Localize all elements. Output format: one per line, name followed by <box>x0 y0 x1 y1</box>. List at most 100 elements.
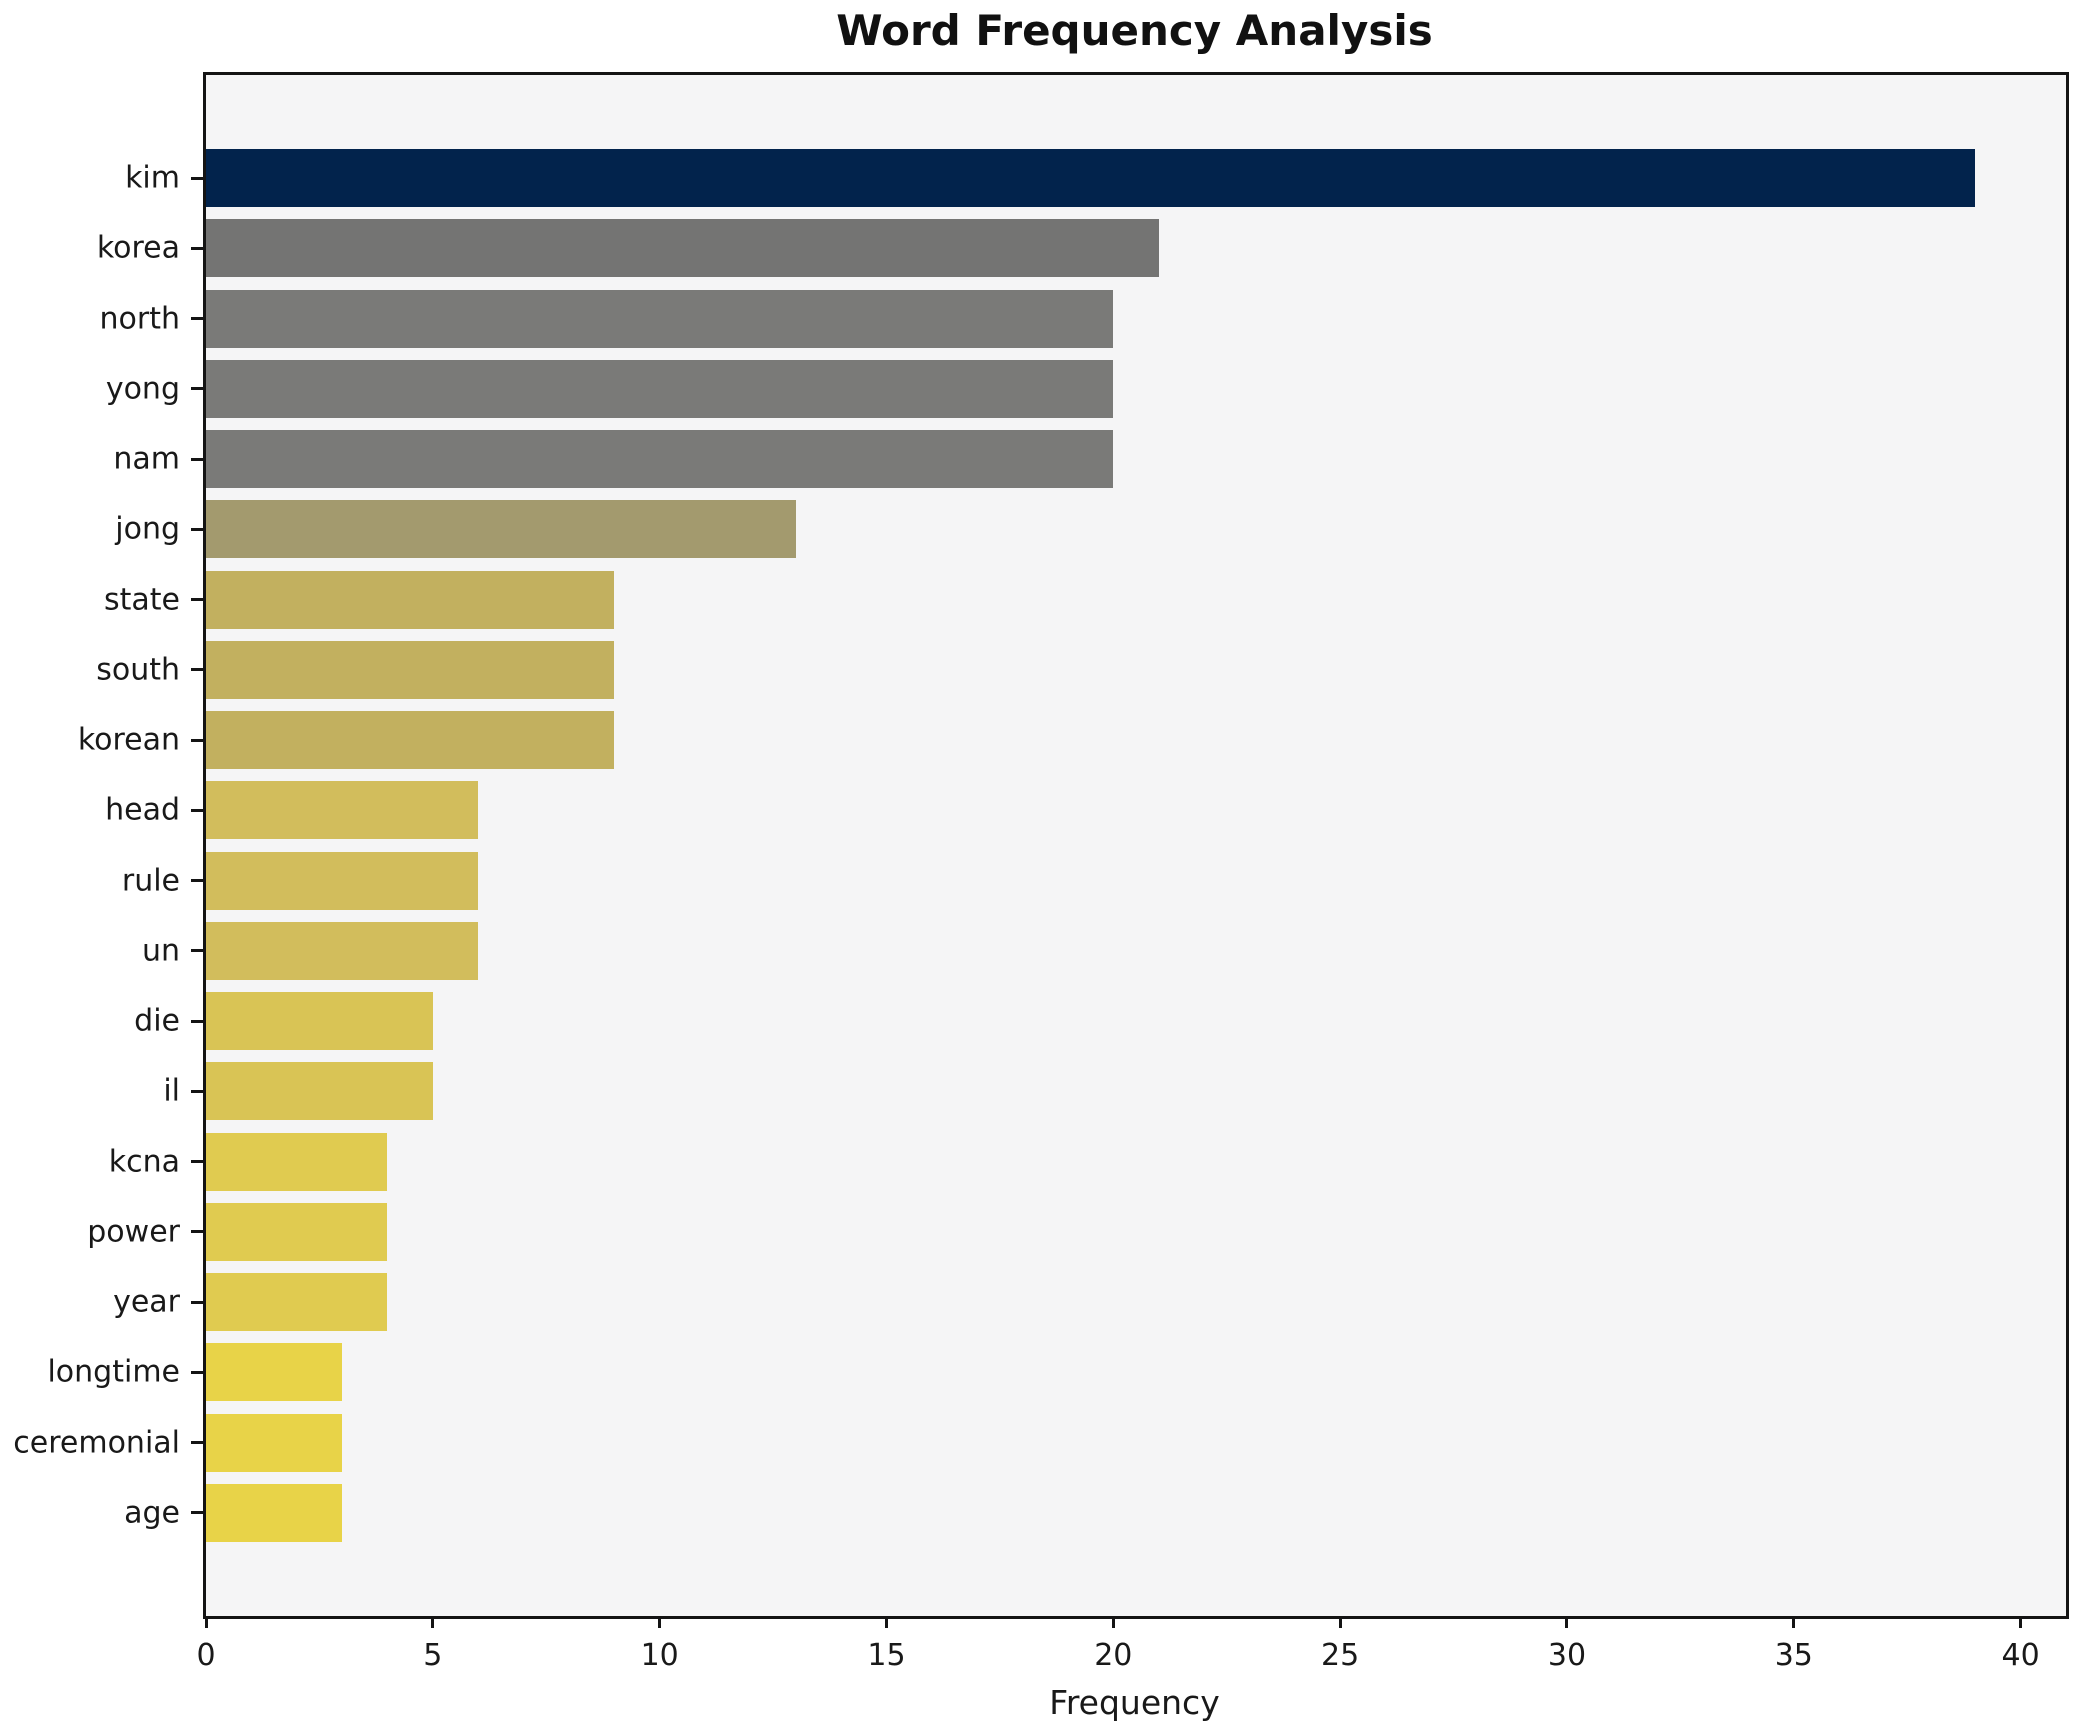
y-tick-label-jong: jong <box>115 511 180 547</box>
y-tick-korean <box>191 738 203 742</box>
bar-kim <box>206 149 1976 208</box>
y-tick-die <box>191 1019 203 1023</box>
x-tick-label-20: 20 <box>1094 1638 1133 1673</box>
y-tick-label-kcna: kcna <box>108 1144 180 1180</box>
bars-container: kim korea north yong nam jong state south korean… <box>13 75 2066 1616</box>
x-tick-label-5: 5 <box>423 1638 443 1673</box>
bar-row-head: head <box>105 775 2066 845</box>
bar-north <box>206 289 1114 348</box>
x-tick-label-0: 0 <box>196 1638 216 1673</box>
y-tick-label-die: die <box>134 1003 180 1039</box>
y-tick-power <box>191 1230 203 1234</box>
bar-rule <box>206 851 479 910</box>
bar-head <box>206 781 479 840</box>
y-tick-label-power: power <box>87 1214 180 1250</box>
y-tick-jong <box>191 527 203 531</box>
bar-jong <box>206 500 796 559</box>
y-tick-label-south: south <box>96 652 180 688</box>
bar-un <box>206 921 479 980</box>
bar-kcna <box>206 1132 388 1191</box>
y-tick-kcna <box>191 1160 203 1164</box>
bar-age <box>206 1483 343 1542</box>
x-tick-15 <box>884 1616 888 1628</box>
x-tick-0 <box>204 1616 208 1628</box>
bar-row-year: year <box>113 1267 2066 1337</box>
y-tick-label-year: year <box>113 1284 180 1320</box>
plot-area: kim korea north yong nam jong state south korean… <box>13 72 2069 1673</box>
y-tick-label-yong: yong <box>105 371 180 407</box>
bar-ceremonial <box>206 1413 343 1472</box>
bar-nam <box>206 430 1114 489</box>
bar-row-jong: jong <box>115 494 2066 564</box>
chart-title: Word Frequency Analysis <box>836 6 1433 55</box>
y-tick-label-state: state <box>104 582 180 618</box>
y-tick-label-un: un <box>141 933 180 969</box>
y-tick-south <box>191 668 203 672</box>
y-tick-age <box>191 1511 203 1515</box>
y-tick-label-north: north <box>99 301 180 337</box>
y-tick-label-rule: rule <box>121 863 180 899</box>
bar-row-power: power <box>87 1197 2066 1267</box>
bar-power <box>206 1202 388 1261</box>
x-tick-label-40: 40 <box>2001 1638 2040 1673</box>
bar-row-korea: korea <box>97 213 2066 283</box>
x-tick-40 <box>2019 1616 2023 1628</box>
y-tick-label-nam: nam <box>113 441 180 477</box>
bar-row-die: die <box>134 986 2066 1056</box>
bar-row-south: south <box>96 635 2066 705</box>
y-tick-un <box>191 949 203 953</box>
bar-die <box>206 992 433 1051</box>
y-tick-north <box>191 317 203 321</box>
y-tick-label-il: il <box>163 1073 180 1109</box>
bar-row-un: un <box>142 916 2066 986</box>
bar-row-longtime: longtime <box>47 1337 2066 1407</box>
bar-row-rule: rule <box>122 846 2066 916</box>
bar-row-korean: korean <box>78 705 2066 775</box>
x-tick-label-15: 15 <box>867 1638 906 1673</box>
bar-south <box>206 640 615 699</box>
y-tick-kim <box>191 176 203 180</box>
y-tick-label-longtime: longtime <box>47 1354 180 1390</box>
y-tick-yong <box>191 387 203 391</box>
y-tick-year <box>191 1300 203 1304</box>
y-tick-label-kim: kim <box>125 160 180 196</box>
bar-row-il: il <box>163 1056 2066 1126</box>
bar-row-state: state <box>104 565 2066 635</box>
x-axis-title: Frequency <box>1049 1683 1220 1722</box>
y-tick-label-head: head <box>105 792 180 828</box>
bar-korean <box>206 711 615 770</box>
bar-korea <box>206 219 1159 278</box>
x-tick-label-25: 25 <box>1321 1638 1360 1673</box>
x-tick-20 <box>1111 1616 1115 1628</box>
y-tick-longtime <box>191 1370 203 1374</box>
y-tick-il <box>191 1089 203 1093</box>
bar-state <box>206 570 615 629</box>
y-tick-korea <box>191 246 203 250</box>
bar-yong <box>206 359 1114 418</box>
x-tick-35 <box>1792 1616 1796 1628</box>
bar-row-ceremonial: ceremonial <box>13 1408 2066 1478</box>
y-tick-label-age: age <box>124 1495 180 1531</box>
bar-longtime <box>206 1343 343 1402</box>
y-tick-ceremonial <box>191 1441 203 1445</box>
x-tick-10 <box>658 1616 662 1628</box>
y-tick-label-ceremonial: ceremonial <box>13 1425 180 1461</box>
bar-row-age: age <box>124 1478 2066 1548</box>
x-tick-30 <box>1565 1616 1569 1628</box>
x-tick-label-10: 10 <box>640 1638 679 1673</box>
y-tick-label-korean: korean <box>77 722 180 758</box>
x-tick-label-30: 30 <box>1547 1638 1587 1673</box>
y-tick-label-korea: korea <box>96 230 180 266</box>
bar-row-nam: nam <box>113 424 2066 494</box>
bar-il <box>206 1062 433 1121</box>
x-tick-5 <box>431 1616 435 1628</box>
bar-row-kim: kim <box>125 143 2066 213</box>
y-tick-nam <box>191 457 203 461</box>
y-tick-state <box>191 598 203 602</box>
y-tick-rule <box>191 879 203 883</box>
bar-row-kcna: kcna <box>109 1127 2066 1197</box>
y-tick-head <box>191 808 203 812</box>
x-tick-label-35: 35 <box>1774 1638 1813 1673</box>
x-tick-25 <box>1338 1616 1342 1628</box>
bar-row-north: north <box>100 284 2066 354</box>
